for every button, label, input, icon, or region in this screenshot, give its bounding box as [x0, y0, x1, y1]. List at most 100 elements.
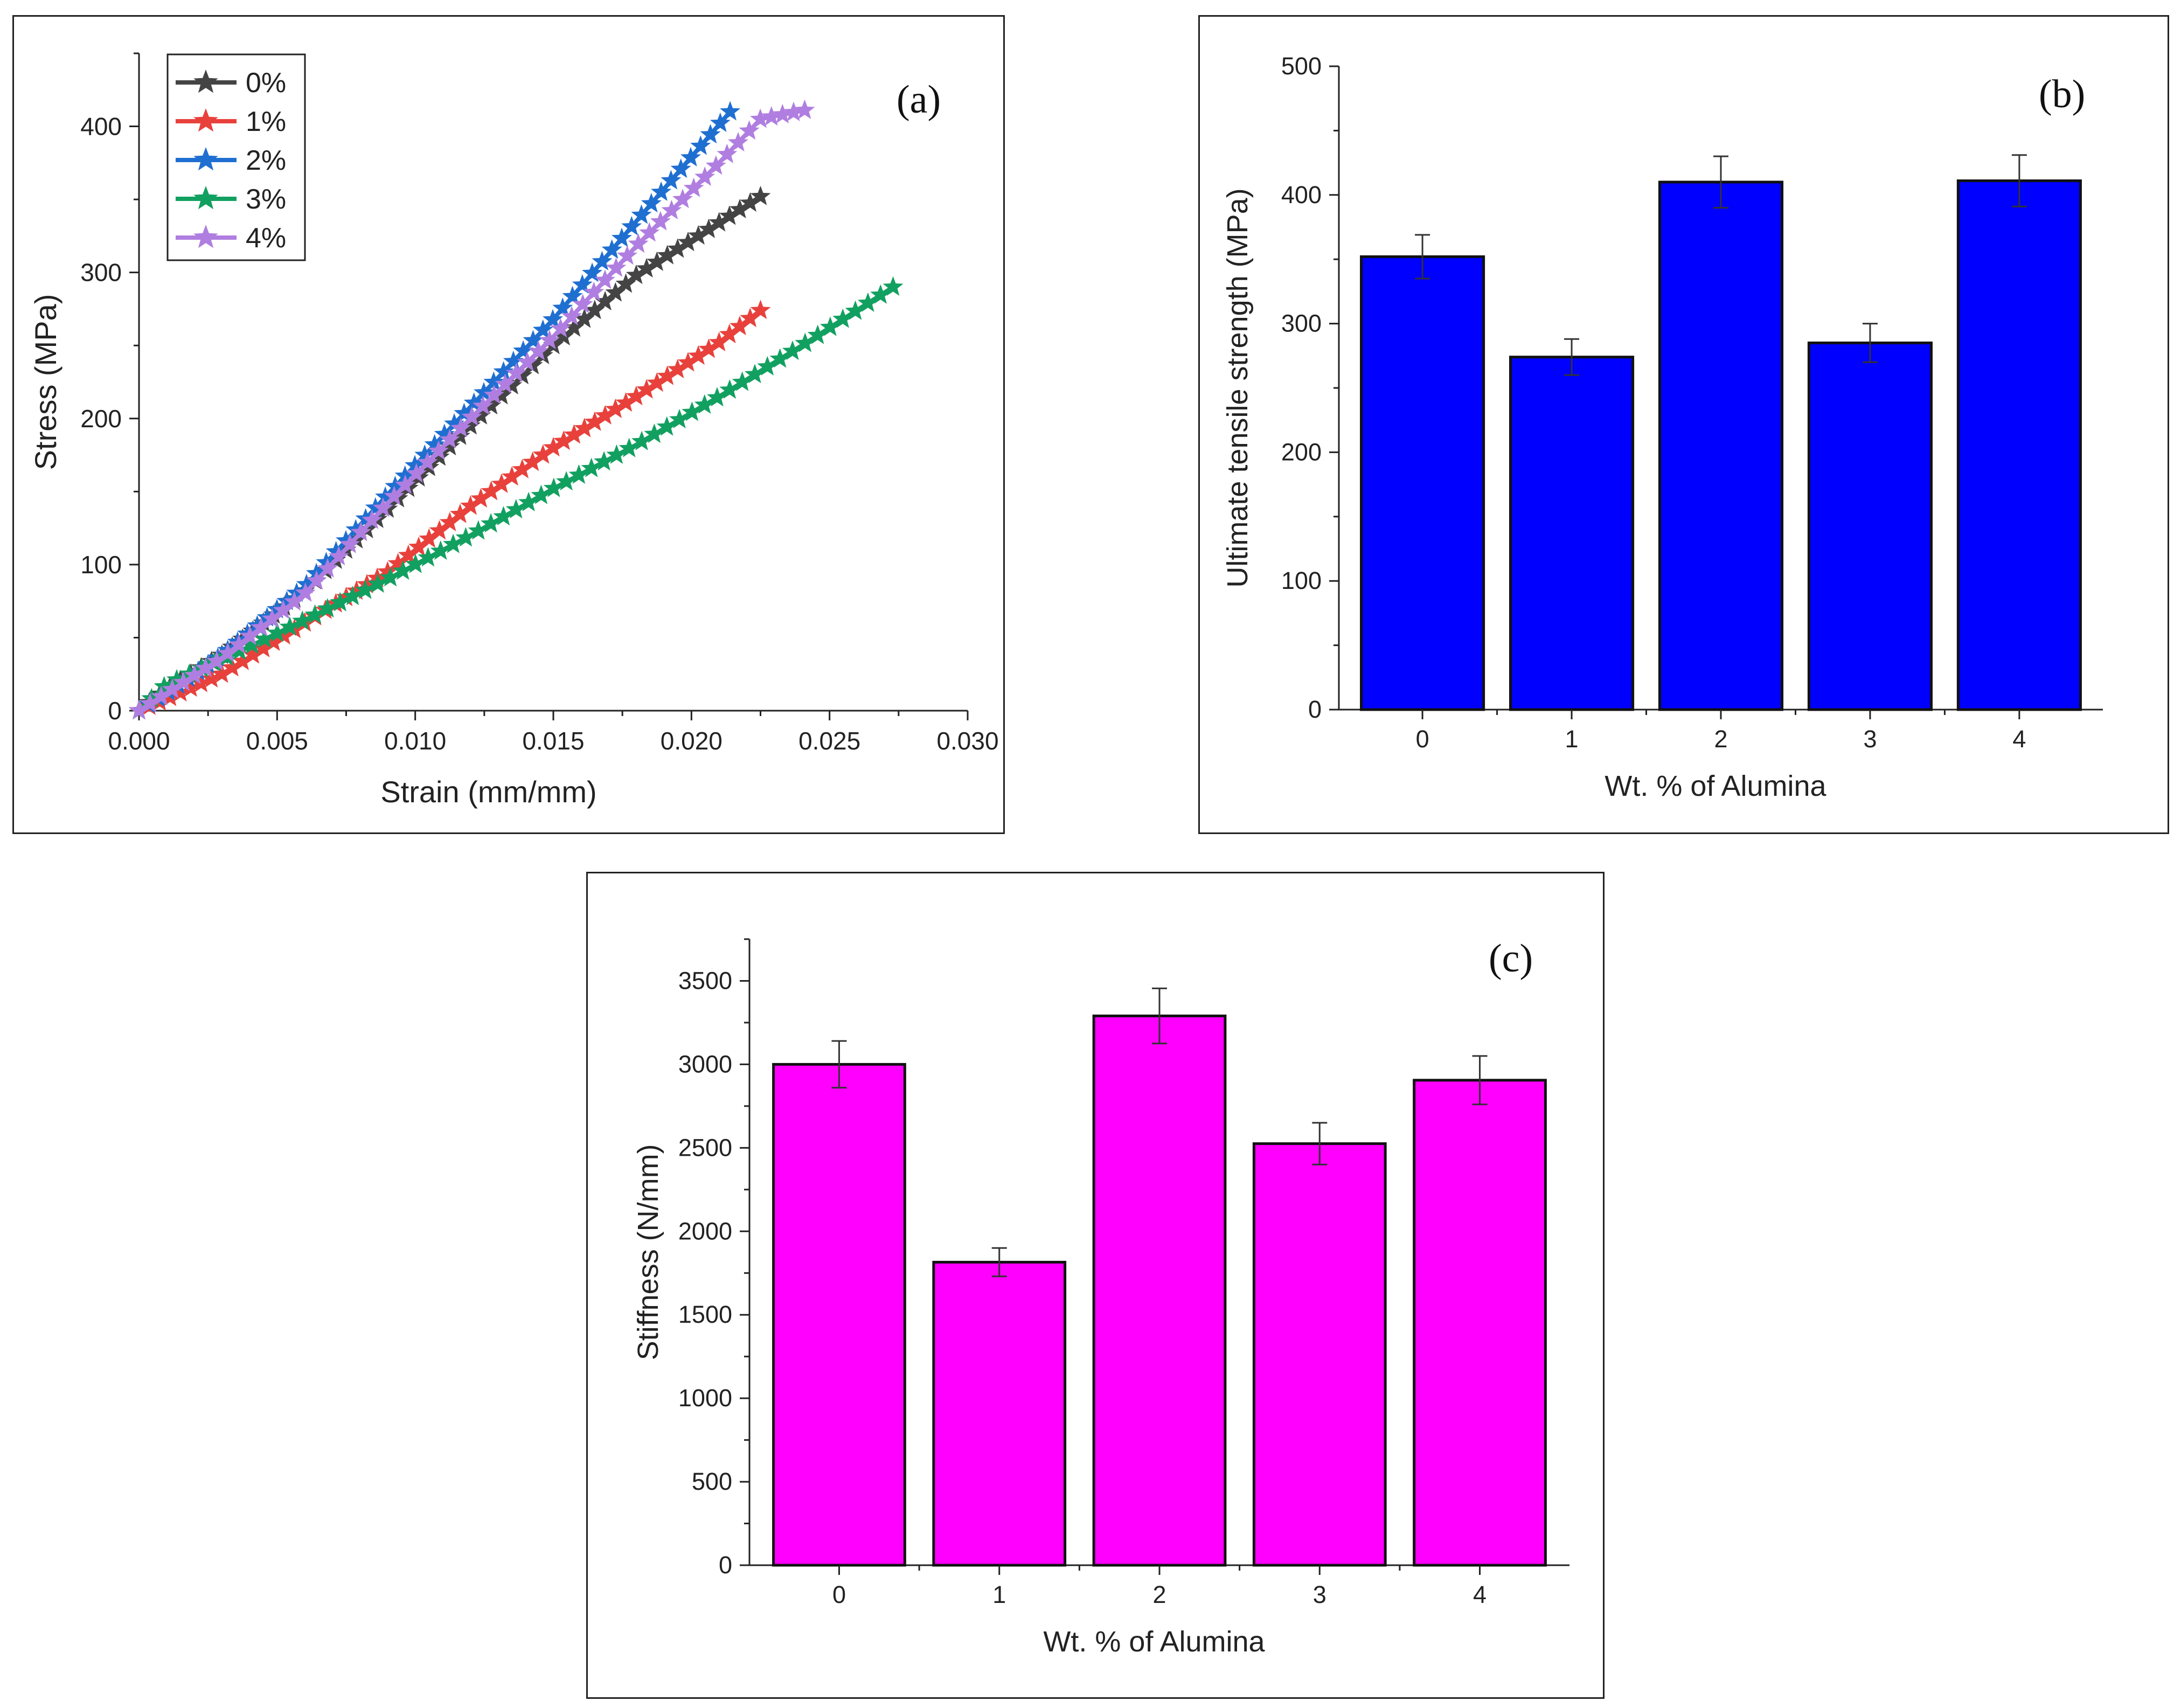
series-star-marker: [523, 330, 544, 350]
x-tick-label: 2: [1152, 1581, 1166, 1608]
series-star-marker: [342, 586, 363, 606]
series-star-marker: [384, 485, 405, 505]
y-axis-title: Stiffness (N/mm): [632, 1144, 664, 1360]
series-star-marker: [398, 544, 419, 565]
x-tick-label: 0.010: [384, 727, 446, 755]
series-star-marker: [518, 491, 539, 511]
series-star-marker: [730, 199, 751, 219]
panel-b-tensile-strength: 0 100 200 300 400 500 0 1 2 3 4 Wt. % of Alumina Ult…: [1198, 15, 2169, 834]
legend-label: 0%: [246, 67, 286, 99]
series-star-marker: [709, 212, 730, 232]
bar: [772, 1063, 906, 1567]
series-star-marker: [439, 436, 460, 456]
series-star-marker: [385, 475, 406, 496]
series-star-marker: [345, 519, 366, 539]
series-star-marker: [562, 286, 583, 306]
series-star-marker: [561, 306, 582, 325]
series-star-marker: [647, 372, 668, 392]
y-axis-title: Ultimate tensile strength (MPa): [1221, 188, 1254, 587]
series-star-marker: [639, 222, 660, 242]
series-star-marker: [661, 199, 682, 220]
series-star-marker: [434, 423, 455, 443]
series-star-marker: [857, 292, 878, 312]
series-star-marker: [454, 402, 475, 422]
series-star-marker: [631, 431, 652, 450]
series-star-marker: [694, 166, 716, 186]
series-star-marker: [408, 536, 429, 556]
series-star-marker: [491, 385, 512, 405]
series-star-marker: [242, 644, 263, 664]
series-star-marker: [429, 520, 450, 540]
series-star-marker: [572, 274, 593, 294]
series-star-marker: [267, 622, 288, 642]
series-star-marker: [732, 371, 753, 391]
series-star-marker: [253, 637, 274, 657]
series-star-marker: [151, 685, 172, 705]
series-star-marker: [232, 650, 253, 670]
series-star-marker: [473, 395, 494, 415]
legend-label: 1%: [246, 106, 286, 137]
series-star-marker: [316, 552, 337, 572]
legend-star-marker: [193, 225, 218, 248]
series-star-marker: [807, 324, 828, 344]
series-star-marker: [405, 553, 426, 573]
series-star-marker: [296, 573, 317, 594]
series-star-marker: [667, 238, 688, 258]
series-star-marker: [373, 497, 393, 517]
y-tick-label: 100: [1281, 567, 1322, 594]
series-star-marker: [628, 233, 649, 253]
series-star-marker: [330, 592, 351, 612]
series-star-marker: [450, 503, 470, 523]
bar: [1807, 341, 1933, 711]
series-star-marker: [273, 600, 294, 620]
series-star-marker: [380, 567, 401, 587]
series-star-marker: [552, 297, 573, 317]
series-star-marker: [195, 657, 216, 677]
series-star-marker: [279, 616, 300, 636]
series-star-marker: [317, 598, 338, 618]
series-star-marker: [553, 326, 574, 346]
series-star-marker: [355, 579, 376, 599]
series-star-marker: [581, 457, 602, 477]
y-tick-label: 0: [1308, 696, 1322, 723]
series-star-marker: [728, 131, 748, 152]
series-star-marker: [483, 384, 504, 404]
series-star-marker: [677, 352, 698, 372]
x-tick-label: 3: [1863, 725, 1877, 753]
series-star-marker: [556, 471, 577, 491]
series-star-marker: [710, 112, 731, 132]
series-star-marker: [631, 204, 652, 224]
series-star-marker: [690, 135, 711, 155]
legend-label: 4%: [246, 223, 286, 254]
y-tick-label: 400: [80, 113, 122, 141]
series-star-marker: [661, 170, 682, 190]
series-star-marker: [284, 591, 305, 611]
series-star-marker: [719, 323, 740, 344]
series-star-marker: [683, 177, 704, 197]
series-star-marker: [621, 216, 642, 235]
series-star-marker: [672, 189, 693, 209]
panel-label: (b): [2039, 72, 2085, 116]
series-star-marker: [481, 395, 502, 415]
x-axis-title: Wt. % of Alumina: [1605, 770, 1826, 802]
series-star-marker: [795, 332, 816, 352]
series-star-marker: [387, 553, 408, 573]
series-star-marker: [650, 211, 671, 231]
x-tick-label: 0.015: [522, 727, 584, 755]
series-star-marker: [688, 345, 709, 365]
x-tick-label: 0.005: [246, 727, 308, 755]
series-star-marker: [592, 251, 613, 270]
bar: [1252, 1142, 1387, 1567]
series-star-marker: [694, 394, 715, 414]
series-star-marker: [493, 361, 514, 381]
series-star-marker: [739, 120, 760, 140]
series-star-marker: [217, 642, 238, 663]
y-tick-label: 1500: [678, 1301, 732, 1328]
series-star-marker: [595, 290, 616, 311]
series-star-marker: [698, 338, 719, 358]
tensile-strength-chart: 0 100 200 300 400 500 0 1 2 3 4 Wt. % of Alumina Ult…: [1221, 52, 2103, 802]
series-star-marker: [757, 356, 778, 376]
legend-star-marker: [193, 186, 218, 210]
series-star-marker: [140, 692, 161, 713]
series-star-marker: [211, 663, 232, 683]
